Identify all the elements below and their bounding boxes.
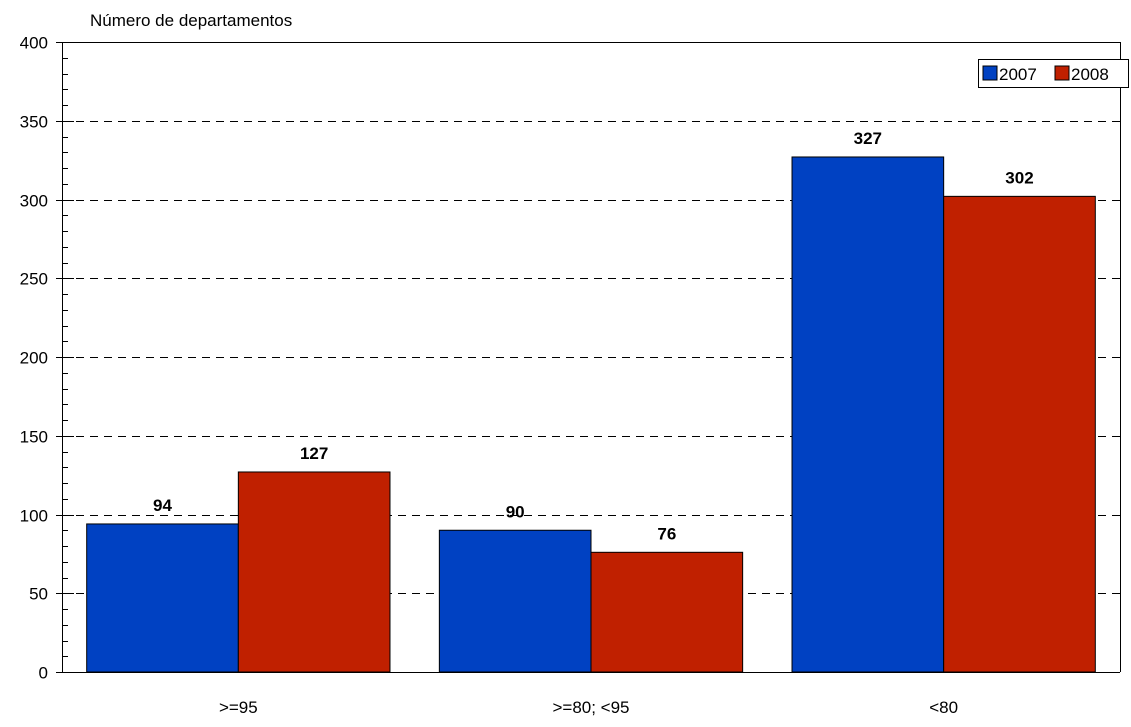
bar-2007-3 bbox=[791, 156, 945, 673]
data-label: 127 bbox=[300, 444, 328, 463]
legend-label: 2008 bbox=[1071, 65, 1109, 84]
y-tick-label: 300 bbox=[20, 192, 48, 211]
y-tick-label: 150 bbox=[20, 428, 48, 447]
bars bbox=[86, 156, 1096, 673]
bar-2008-1 bbox=[237, 471, 391, 673]
legend-swatch-2007 bbox=[982, 65, 998, 81]
legend-box bbox=[978, 59, 1129, 88]
y-tick-label: 250 bbox=[20, 270, 48, 289]
data-label: 76 bbox=[657, 524, 676, 543]
data-label: 90 bbox=[506, 502, 525, 521]
labels: 94 127 >=95 90 76 >=80; <95 327 302 <80 0 50 100 150… bbox=[20, 34, 1034, 718]
x-tick-label: >=95 bbox=[219, 698, 258, 717]
legend-label: 2007 bbox=[999, 65, 1037, 84]
bar-2008-2 bbox=[590, 551, 744, 673]
y-tick-label: 350 bbox=[20, 113, 48, 132]
x-tick-label: <80 bbox=[929, 698, 958, 717]
bar-2007-1 bbox=[86, 523, 239, 673]
y-tick-label: 100 bbox=[20, 507, 48, 526]
y-tick-label: 50 bbox=[29, 585, 48, 604]
axes bbox=[56, 42, 1121, 673]
y-tick-label: 0 bbox=[39, 664, 48, 683]
legend-swatch-2008 bbox=[1054, 65, 1070, 81]
y-axis-title: Número de departamentos bbox=[90, 11, 292, 30]
bar-2007-2 bbox=[438, 529, 592, 673]
data-label: 94 bbox=[153, 496, 172, 515]
y-tick-label: 200 bbox=[20, 349, 48, 368]
x-tick-label: >=80; <95 bbox=[552, 698, 629, 717]
data-label: 302 bbox=[1005, 168, 1033, 187]
legend: 2007 2008 bbox=[978, 59, 1129, 88]
y-tick-label: 400 bbox=[20, 34, 48, 53]
bar-2008-3 bbox=[943, 195, 1096, 673]
data-label: 327 bbox=[854, 129, 882, 148]
